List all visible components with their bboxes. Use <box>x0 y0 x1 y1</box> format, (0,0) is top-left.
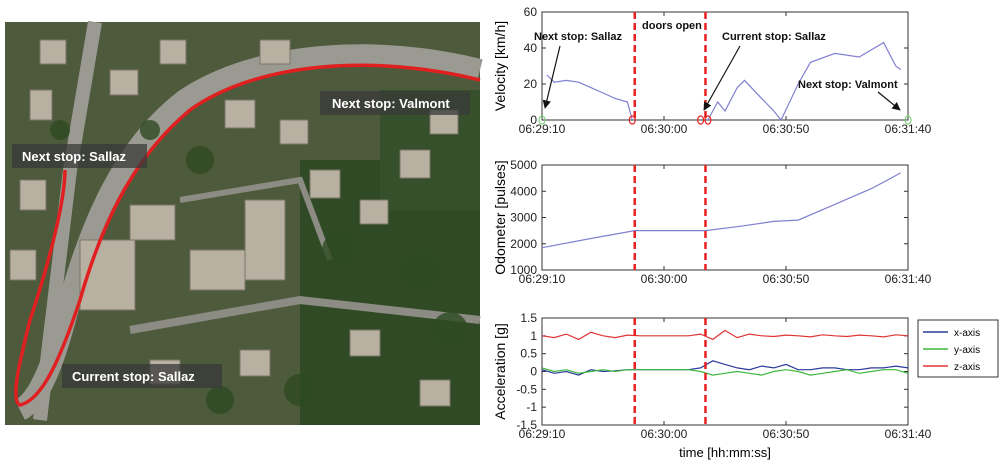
x-axis-label: time [hh:mm:ss] <box>679 445 771 460</box>
y-tick-label: 4000 <box>510 184 537 198</box>
y-tick-label: 1.5 <box>520 311 537 325</box>
x-tick-label: 06:31:40 <box>885 272 932 286</box>
y-tick-label: -1 <box>526 400 537 414</box>
y-tick-label: 3000 <box>510 211 537 225</box>
y-tick-label: 0.5 <box>520 347 537 361</box>
legend-label: x-axis <box>954 328 980 339</box>
legend-label: y-axis <box>954 345 980 356</box>
y-tick-label: -0.5 <box>516 382 537 396</box>
y-tick-label: 0 <box>530 365 537 379</box>
map: Next stop: Valmont Next stop: Sallaz Cur… <box>5 22 480 425</box>
y-axis-label: Acceleration [g] <box>492 323 508 420</box>
x-tick-label: 06:30:50 <box>763 122 810 136</box>
map-label: Next stop: Sallaz <box>22 149 127 164</box>
plot-area <box>542 12 908 120</box>
annotation: Next stop: Valmont <box>798 79 898 91</box>
map-label: Next stop: Valmont <box>332 96 450 111</box>
map-label: Current stop: Sallaz <box>72 369 195 384</box>
figure: Next stop: Valmont Next stop: Sallaz Cur… <box>0 0 1003 463</box>
y-tick-label: 5000 <box>510 158 537 172</box>
annotation: Current stop: Sallaz <box>722 31 826 43</box>
y-tick-label: 2000 <box>510 237 537 251</box>
y-tick-label: 60 <box>524 5 538 19</box>
x-tick-label: 06:31:40 <box>885 427 932 441</box>
plot-area <box>542 165 908 270</box>
page: { "map": {"labels": ["Next stop: Valmont… <box>0 0 1003 463</box>
y-axis-label: Odometer [pulses] <box>492 160 508 274</box>
x-tick-label: 06:30:00 <box>641 272 688 286</box>
x-tick-label: 06:29:10 <box>519 272 566 286</box>
y-tick-label: 20 <box>524 77 538 91</box>
x-tick-label: 06:30:50 <box>763 427 810 441</box>
y-tick-label: 1 <box>530 329 537 343</box>
y-tick-label: 40 <box>524 41 538 55</box>
x-tick-label: 06:30:00 <box>641 122 688 136</box>
legend-label: z-axis <box>954 362 980 373</box>
x-tick-label: 06:30:00 <box>641 427 688 441</box>
annotation: Next stop: Sallaz <box>534 31 623 43</box>
annotation: doors open <box>642 20 702 32</box>
y-axis-label: Velocity [km/h] <box>492 21 508 111</box>
x-tick-label: 06:29:10 <box>519 427 566 441</box>
x-tick-label: 06:30:50 <box>763 272 810 286</box>
